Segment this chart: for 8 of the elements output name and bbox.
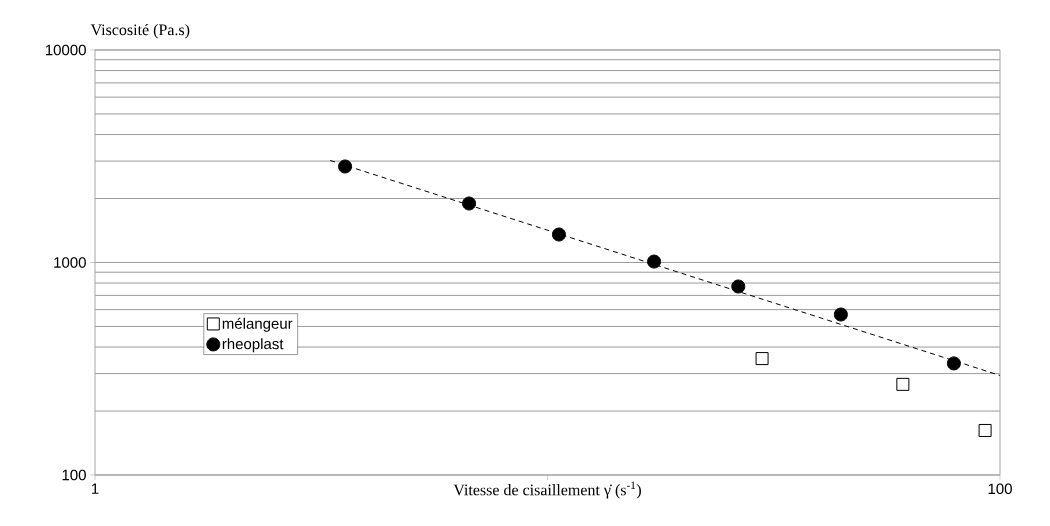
legend-label: mélangeur [222,317,293,332]
x-tick-label: 1 [91,483,99,494]
y-tick-label: 1000 [54,257,86,268]
y-tick-label: 10000 [45,44,86,56]
y-axis-title: Viscosité (Pa.s) [90,23,190,39]
y-tick-label: 100 [62,469,86,481]
legend-label: rheoplast [222,338,284,353]
x-axis-title: Vitesse de cisaillement γ̇ (s$^{-1}$) [453,481,641,499]
